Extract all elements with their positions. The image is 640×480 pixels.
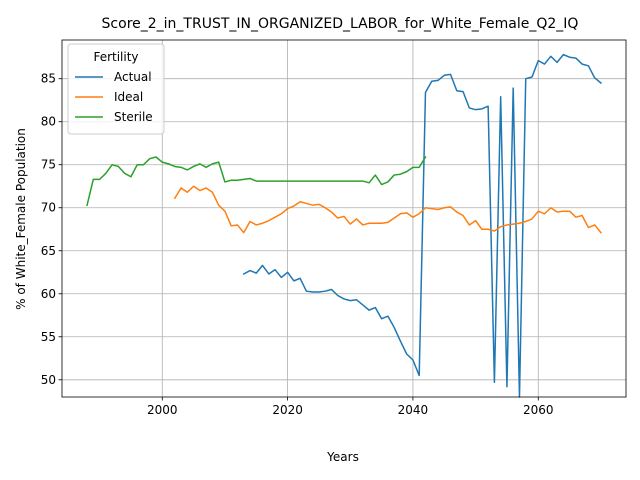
series-line-ideal	[173, 185, 602, 234]
series-layer	[86, 53, 602, 398]
y-tick-label: 60	[41, 287, 56, 301]
chart-title: Score_2_in_TRUST_IN_ORGANIZED_LABOR_for_…	[102, 16, 579, 32]
y-tick-label: 70	[41, 201, 56, 215]
x-tick-label: 2020	[272, 403, 303, 417]
y-tick-label: 80	[41, 115, 56, 129]
plot-frame	[61, 39, 627, 398]
y-tick-label: 55	[41, 330, 56, 344]
y-axis-ticks: 50 55 60 65 70 75 80 85	[41, 72, 62, 387]
y-tick-label: 75	[41, 158, 56, 172]
legend-box	[67, 43, 165, 135]
legend-title: Fertility	[93, 50, 138, 64]
legend-label-actual: Actual	[114, 70, 152, 84]
legend-items: Actual Ideal Sterile	[75, 70, 153, 124]
y-tick-label: 50	[41, 373, 56, 387]
legend-label-ideal: Ideal	[114, 90, 143, 104]
x-tick-label: 2040	[398, 403, 429, 417]
series-line-sterile	[86, 155, 427, 207]
x-tick-label: 2060	[523, 403, 554, 417]
grid	[62, 40, 626, 397]
legend-label-sterile: Sterile	[114, 110, 153, 124]
y-axis-label: % of White_Female Population	[14, 128, 28, 310]
x-axis-ticks: 2000 2020 2040 2060	[147, 397, 554, 417]
x-axis-label: Years	[326, 450, 359, 464]
x-tick-label: 2000	[147, 403, 178, 417]
legend: Fertility Actual Ideal Sterile	[67, 43, 165, 135]
y-tick-label: 65	[41, 244, 56, 258]
series-line-actual	[242, 53, 602, 398]
y-tick-label: 85	[41, 72, 56, 86]
